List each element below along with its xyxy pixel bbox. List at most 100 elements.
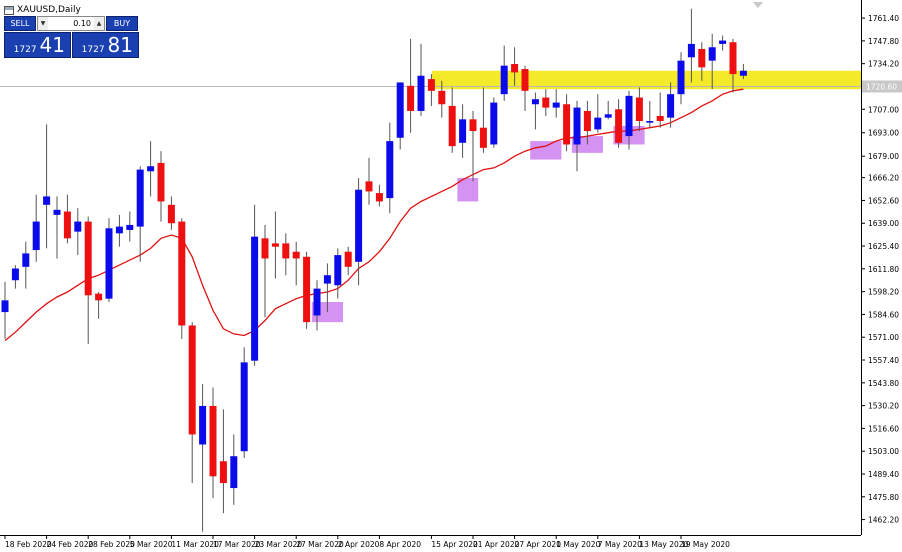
candle-body-bear — [479, 127, 487, 148]
candle-body-bear — [188, 325, 196, 435]
y-tick-label: 1462.20 — [868, 516, 899, 525]
x-tick-label: 21 Apr 2020 — [473, 540, 520, 549]
candle-17 — [178, 218, 186, 339]
candle-body-bull — [11, 268, 19, 281]
candle-body-bear — [542, 97, 550, 108]
buy-button[interactable]: BUY — [106, 16, 138, 31]
candle-body-bear — [375, 193, 383, 202]
candle-48 — [500, 45, 508, 101]
candle-body-bear — [563, 104, 571, 145]
candle-body-bull — [552, 102, 560, 108]
candle-body-bull — [739, 70, 747, 76]
support-box-1 — [457, 177, 479, 202]
candle-body-bull — [115, 226, 123, 234]
buy-price-big: 81 — [107, 33, 133, 57]
x-tick-label: 11 Mar 2020 — [171, 540, 219, 549]
candle-1 — [11, 265, 19, 289]
y-tick-label: 1611.80 — [868, 265, 899, 274]
candle-67 — [698, 42, 706, 81]
candle-body-bear — [303, 256, 311, 323]
candle-body-bull — [355, 189, 363, 262]
candle-30 — [313, 280, 321, 331]
candle-body-bull — [230, 456, 238, 489]
x-tick-label: 5 Mar 2020 — [130, 540, 173, 549]
y-tick-label: 1652.60 — [868, 196, 899, 205]
candle-10 — [105, 218, 113, 303]
candle-body-bear — [698, 48, 706, 68]
candles-layer — [1, 8, 747, 532]
y-tick-label: 1516.60 — [868, 424, 899, 433]
candle-21 — [219, 409, 227, 514]
candle-body-bear — [521, 69, 529, 91]
buy-price-button[interactable]: 1727 81 — [72, 32, 139, 58]
candle-body-bear — [511, 64, 519, 73]
candle-32 — [334, 248, 342, 299]
candle-6 — [63, 194, 71, 244]
candle-52 — [542, 89, 550, 116]
candle-15 — [157, 151, 165, 222]
support-box-2 — [530, 141, 562, 160]
candle-body-bull — [500, 65, 508, 95]
current-price-label: 1720.60 — [866, 82, 897, 91]
candle-body-bull — [531, 99, 539, 105]
candle-body-bull — [687, 43, 695, 58]
candle-body-bull — [604, 114, 612, 118]
candle-body-bull — [573, 107, 581, 145]
candle-57 — [594, 94, 602, 133]
y-tick-label: 1571.00 — [868, 333, 899, 342]
candle-9 — [95, 291, 103, 319]
y-tick-label: 1666.20 — [868, 174, 899, 183]
one-click-trading-panel: SELL ▼ 0.10 ▲ BUY 1727 41 1727 81 — [4, 15, 139, 58]
sell-button[interactable]: SELL — [4, 16, 36, 31]
sell-price-small: 1727 — [13, 45, 37, 55]
buy-price-small: 1727 — [81, 45, 105, 55]
x-tick-label: 8 Apr 2020 — [379, 540, 421, 549]
candle-65 — [677, 52, 685, 105]
candle-58 — [604, 100, 612, 120]
candle-51 — [531, 92, 539, 130]
candle-body-bull — [459, 119, 467, 143]
candle-body-bear — [427, 79, 435, 91]
x-tick-label: 2 Apr 2020 — [338, 540, 380, 549]
candle-46 — [479, 87, 487, 153]
candle-44 — [459, 104, 467, 158]
current-price-box — [862, 80, 902, 93]
candle-56 — [583, 100, 591, 145]
candle-42 — [438, 80, 446, 118]
candle-38 — [396, 82, 404, 150]
candle-body-bear — [219, 461, 227, 484]
candle-body-bear — [63, 211, 71, 239]
lot-decrease-icon[interactable]: ▼ — [38, 17, 48, 30]
candle-body-bull — [396, 82, 404, 138]
candle-70 — [729, 38, 737, 93]
lot-size-value[interactable]: 0.10 — [73, 19, 91, 28]
candle-62 — [646, 100, 654, 128]
candle-body-bull — [251, 236, 259, 361]
candle-45 — [469, 110, 477, 182]
candle-71 — [739, 64, 747, 80]
candle-body-bull — [667, 94, 675, 118]
chart-window-icon — [4, 5, 14, 15]
candle-29 — [303, 251, 311, 329]
lot-size-field[interactable]: ▼ 0.10 ▲ — [37, 16, 105, 31]
candle-2 — [22, 241, 30, 289]
candle-body-bear — [271, 243, 279, 247]
y-tick-label: 1639.00 — [868, 219, 899, 228]
candle-63 — [656, 92, 664, 128]
candle-49 — [511, 47, 519, 86]
candle-body-bear — [344, 251, 352, 267]
resistance-zone — [432, 70, 861, 90]
candle-16 — [167, 196, 175, 230]
candle-50 — [521, 65, 529, 111]
y-tick-label: 1503.00 — [868, 447, 899, 456]
sell-price-button[interactable]: 1727 41 — [4, 32, 71, 58]
y-tick-label: 1475.80 — [868, 493, 899, 502]
candle-41 — [427, 74, 435, 106]
candle-59 — [615, 99, 623, 148]
zones-layer — [0, 70, 861, 323]
candle-body-bull — [53, 209, 61, 215]
lot-increase-icon[interactable]: ▲ — [94, 17, 104, 30]
candle-31 — [323, 263, 331, 313]
